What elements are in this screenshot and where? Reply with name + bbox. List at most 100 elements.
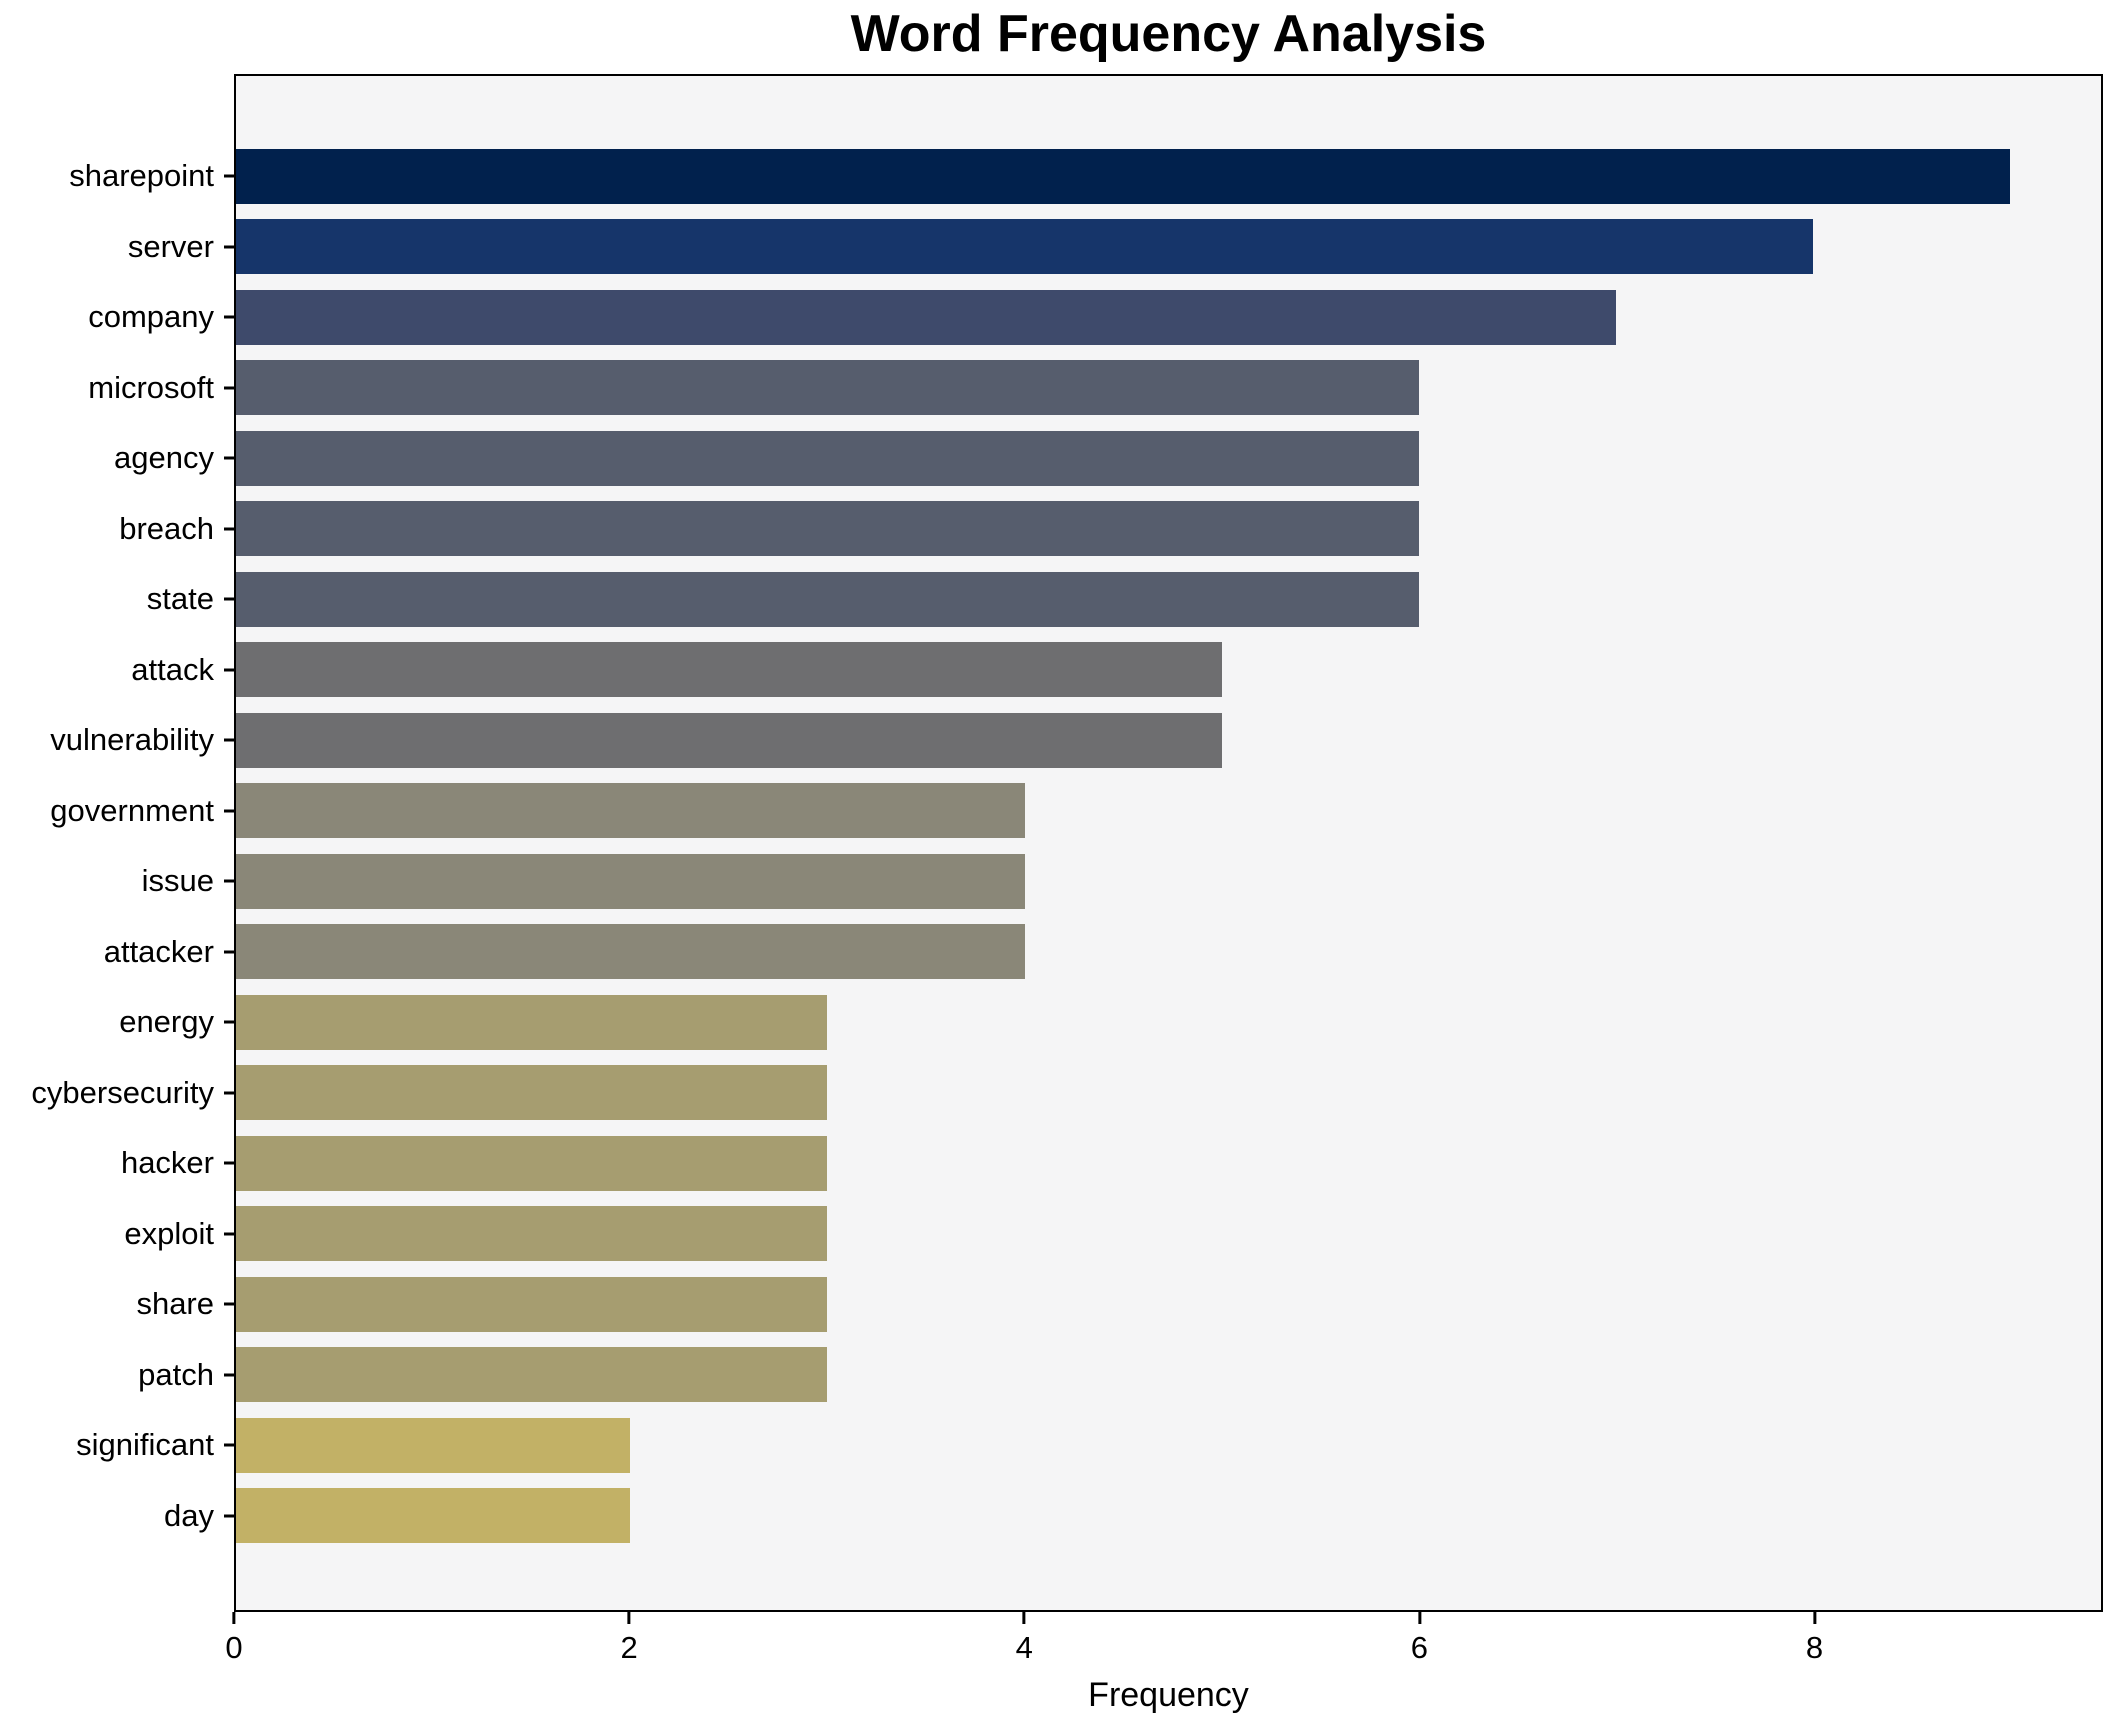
- x-tick-8: 8: [1806, 1612, 1823, 1666]
- bar-patch: [236, 1347, 828, 1403]
- bar-row: server: [128, 212, 2101, 283]
- y-tick-mark: [224, 1020, 235, 1024]
- x-tick-label: 8: [1805, 1630, 1824, 1665]
- bar-exploit: [236, 1206, 828, 1262]
- bar-hacker: [236, 1135, 828, 1191]
- x-tick-label: 0: [225, 1630, 243, 1665]
- y-axis-label-government: government: [50, 792, 214, 828]
- x-tick-label: 6: [1410, 1630, 1429, 1665]
- y-axis-label-attacker: attacker: [103, 933, 214, 969]
- y-tick-mark: [224, 245, 235, 249]
- x-tick-label: 4: [1015, 1630, 1033, 1665]
- y-axis-label-significant: significant: [76, 1427, 214, 1463]
- bar-row: breach: [119, 494, 2101, 565]
- bar-row: government: [50, 776, 2101, 847]
- bar-row: significant: [76, 1410, 2101, 1481]
- x-axis-label: Frequency: [1088, 1676, 1249, 1714]
- y-tick-mark: [224, 879, 235, 883]
- bar-share: [236, 1276, 828, 1332]
- y-axis-label-energy: energy: [119, 1004, 214, 1040]
- x-tick-mark: [1813, 1612, 1817, 1624]
- bar-row: patch: [138, 1340, 2101, 1411]
- y-tick-mark: [224, 950, 235, 954]
- y-axis-label-microsoft: microsoft: [88, 369, 214, 405]
- x-tick-mark: [627, 1612, 631, 1624]
- x-tick-6: 6: [1411, 1612, 1428, 1666]
- x-axis: 0 2 4 6 8: [225, 1612, 2103, 1672]
- bar-row: hacker: [121, 1128, 2101, 1199]
- bar-attack: [236, 642, 1222, 698]
- x-tick-2: 2: [621, 1612, 638, 1666]
- x-tick-label: 2: [620, 1630, 638, 1665]
- bar-row: issue: [142, 846, 2101, 917]
- y-axis-label-state: state: [146, 581, 214, 617]
- y-axis-label-sharepoint: sharepoint: [69, 158, 214, 194]
- y-axis-label-company: company: [88, 299, 214, 335]
- y-axis-label-patch: patch: [138, 1356, 214, 1392]
- bar-row: microsoft: [88, 353, 2101, 424]
- bar-row: day: [164, 1481, 2101, 1552]
- y-tick-mark: [224, 527, 235, 531]
- bar-row: attack: [131, 635, 2101, 706]
- y-tick-mark: [224, 1443, 235, 1447]
- y-axis-label-hacker: hacker: [120, 1145, 214, 1181]
- bar-row: attacker: [104, 917, 2101, 988]
- y-tick-mark: [224, 1514, 235, 1518]
- y-tick-mark: [224, 315, 235, 319]
- y-tick-mark: [224, 174, 235, 178]
- y-tick-mark: [224, 456, 235, 460]
- y-axis-label-exploit: exploit: [124, 1215, 214, 1251]
- y-tick-mark: [224, 1373, 235, 1377]
- bar-agency: [236, 430, 1419, 486]
- y-tick-mark: [224, 1091, 235, 1095]
- y-axis-label-attack: attack: [131, 651, 214, 687]
- bar-row: state: [147, 564, 2101, 635]
- x-tick-0: 0: [225, 1612, 243, 1666]
- bar-company: [236, 289, 1617, 345]
- y-axis-label-cybersecurity: cybersecurity: [31, 1074, 214, 1110]
- x-tick-4: 4: [1016, 1612, 1033, 1666]
- y-tick-mark: [224, 597, 235, 601]
- y-tick-mark: [224, 1232, 235, 1236]
- bar-row: agency: [114, 423, 2101, 494]
- bar-row: sharepoint: [69, 141, 2101, 212]
- bar-attacker: [236, 924, 1025, 980]
- bar-row: company: [88, 282, 2101, 353]
- bar-row: cybersecurity: [31, 1058, 2101, 1129]
- bar-government: [236, 783, 1025, 839]
- plot-area: sharepoint server company microsoft agency br…: [31, 74, 2103, 1612]
- bar-row: vulnerability: [50, 705, 2101, 776]
- y-axis-label-agency: agency: [114, 440, 214, 476]
- y-axis-label-issue: issue: [141, 863, 214, 899]
- bar-significant: [236, 1417, 631, 1473]
- y-tick-mark: [224, 668, 235, 672]
- bar-state: [236, 571, 1419, 627]
- bar-rows-container: sharepoint server company microsoft agency br…: [31, 141, 2101, 1552]
- bar-sharepoint: [236, 148, 2011, 204]
- x-tick-mark: [1417, 1612, 1421, 1624]
- y-axis-label-day: day: [164, 1497, 214, 1533]
- bar-row: share: [136, 1269, 2101, 1340]
- bar-row: exploit: [124, 1199, 2101, 1270]
- bar-microsoft: [236, 360, 1419, 416]
- bar-cybersecurity: [236, 1065, 828, 1121]
- y-tick-mark: [224, 386, 235, 390]
- bar-issue: [236, 853, 1025, 909]
- y-axis-label-server: server: [127, 228, 214, 264]
- y-axis-label-vulnerability: vulnerability: [50, 722, 214, 758]
- y-axis-label-breach: breach: [119, 510, 214, 546]
- bar-breach: [236, 501, 1419, 557]
- y-tick-mark: [224, 1161, 235, 1165]
- bar-energy: [236, 994, 828, 1050]
- bar-day: [236, 1488, 631, 1544]
- x-tick-mark: [232, 1612, 236, 1624]
- chart-title: Word Frequency Analysis: [850, 5, 1487, 63]
- bar-server: [236, 219, 1814, 275]
- bar-vulnerability: [236, 712, 1222, 768]
- y-tick-mark: [224, 1302, 235, 1306]
- y-tick-mark: [224, 738, 235, 742]
- x-tick-mark: [1022, 1612, 1026, 1624]
- y-axis-label-share: share: [136, 1286, 214, 1322]
- bar-row: energy: [119, 987, 2101, 1058]
